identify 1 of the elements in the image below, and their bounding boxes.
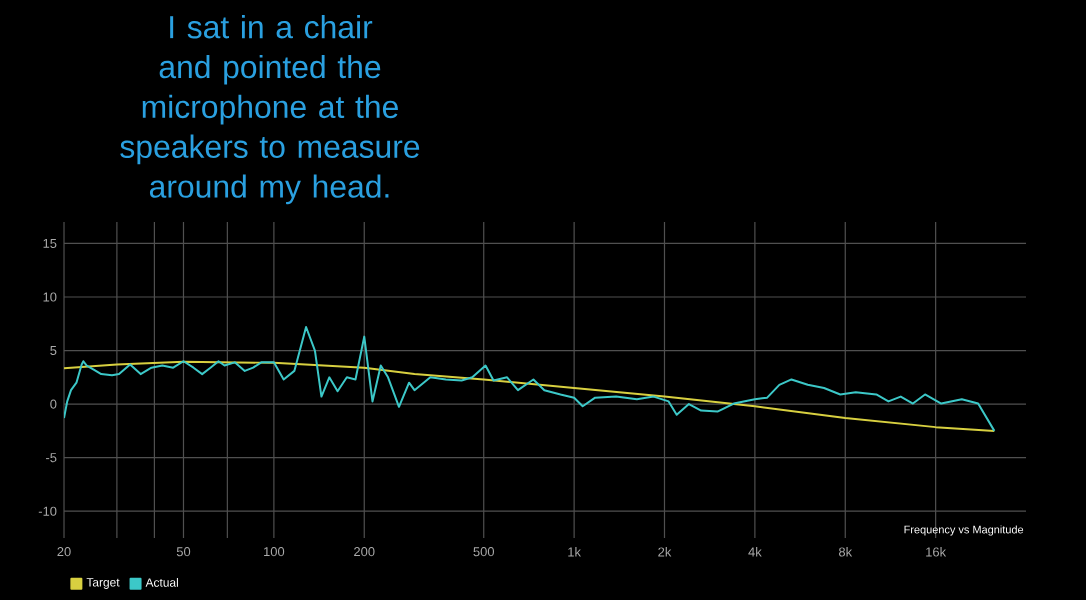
chart-title: I sat in a chair and pointed the microphone at the speakers to measure around my head.: [120, 15, 420, 205]
